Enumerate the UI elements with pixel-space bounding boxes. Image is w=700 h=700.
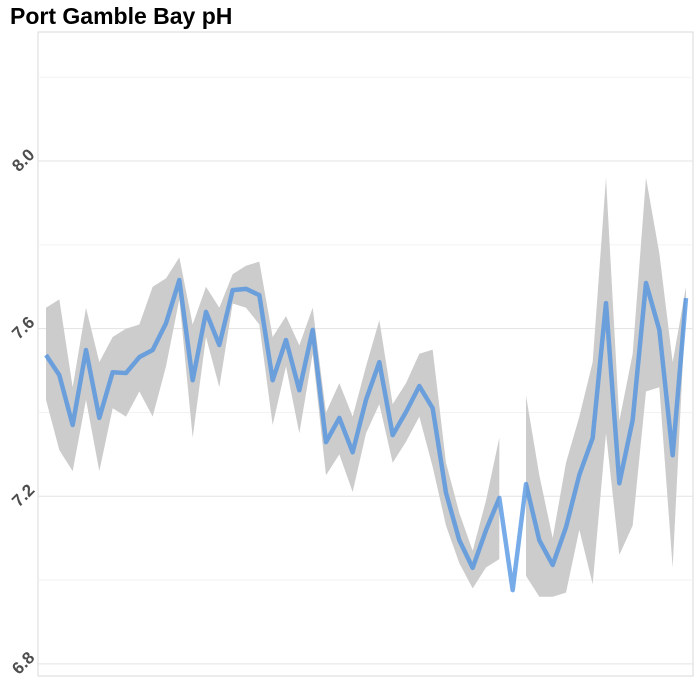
chart-title: Port Gamble Bay pH xyxy=(10,3,232,29)
y-tick-label: 8.0 xyxy=(8,145,38,175)
y-tick-label: 7.6 xyxy=(8,313,38,343)
line xyxy=(44,277,689,593)
y-tick-label: 7.2 xyxy=(8,480,38,510)
y-tick-label: 6.8 xyxy=(8,648,38,678)
